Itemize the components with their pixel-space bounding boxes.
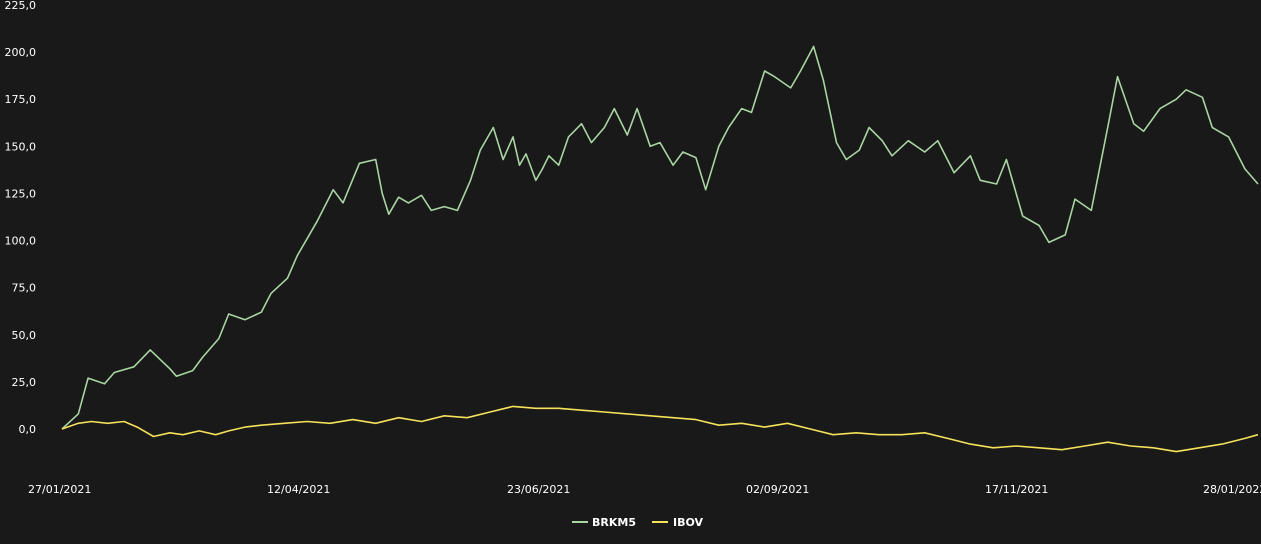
y-tick-label: 225,0 — [5, 0, 37, 12]
y-tick-label: 150,0 — [5, 140, 37, 153]
y-tick-label: 75,0 — [12, 282, 37, 295]
y-tick-label: 25,0 — [12, 376, 37, 389]
x-tick-label: 27/01/2021 — [28, 483, 91, 496]
series-line-ibov[interactable] — [61, 405, 1259, 453]
x-tick-label: 23/06/2021 — [507, 483, 570, 496]
x-tick-label: 02/09/2021 — [746, 483, 809, 496]
y-tick-label: 175,0 — [5, 93, 37, 106]
series-layer — [61, 45, 1259, 453]
y-tick-label: 50,0 — [12, 329, 37, 342]
y-tick-label: 100,0 — [5, 235, 37, 248]
y-tick-label: 200,0 — [5, 46, 37, 59]
y-axis: 225,0 200,0 175,0 150,0 125,0 100,0 75,0 50,0 25… — [5, 0, 37, 436]
legend-label-ibov: IBOV — [673, 516, 704, 529]
legend-item-brkm5[interactable]: BRKM5 — [572, 516, 636, 529]
legend-item-ibov[interactable]: IBOV — [652, 516, 704, 529]
series-line-brkm5[interactable] — [61, 45, 1259, 430]
x-axis: 27/01/2021 12/04/2021 23/06/2021 02/09/2021… — [28, 483, 1261, 496]
y-tick-label: 0,0 — [19, 423, 37, 436]
x-tick-label: 17/11/2021 — [985, 483, 1048, 496]
legend: BRKM5 IBOV — [572, 516, 704, 529]
legend-label-brkm5: BRKM5 — [592, 516, 636, 529]
x-tick-label: 12/04/2021 — [267, 483, 330, 496]
y-tick-label: 125,0 — [5, 187, 37, 200]
x-tick-label: 28/01/2022 — [1203, 483, 1261, 496]
